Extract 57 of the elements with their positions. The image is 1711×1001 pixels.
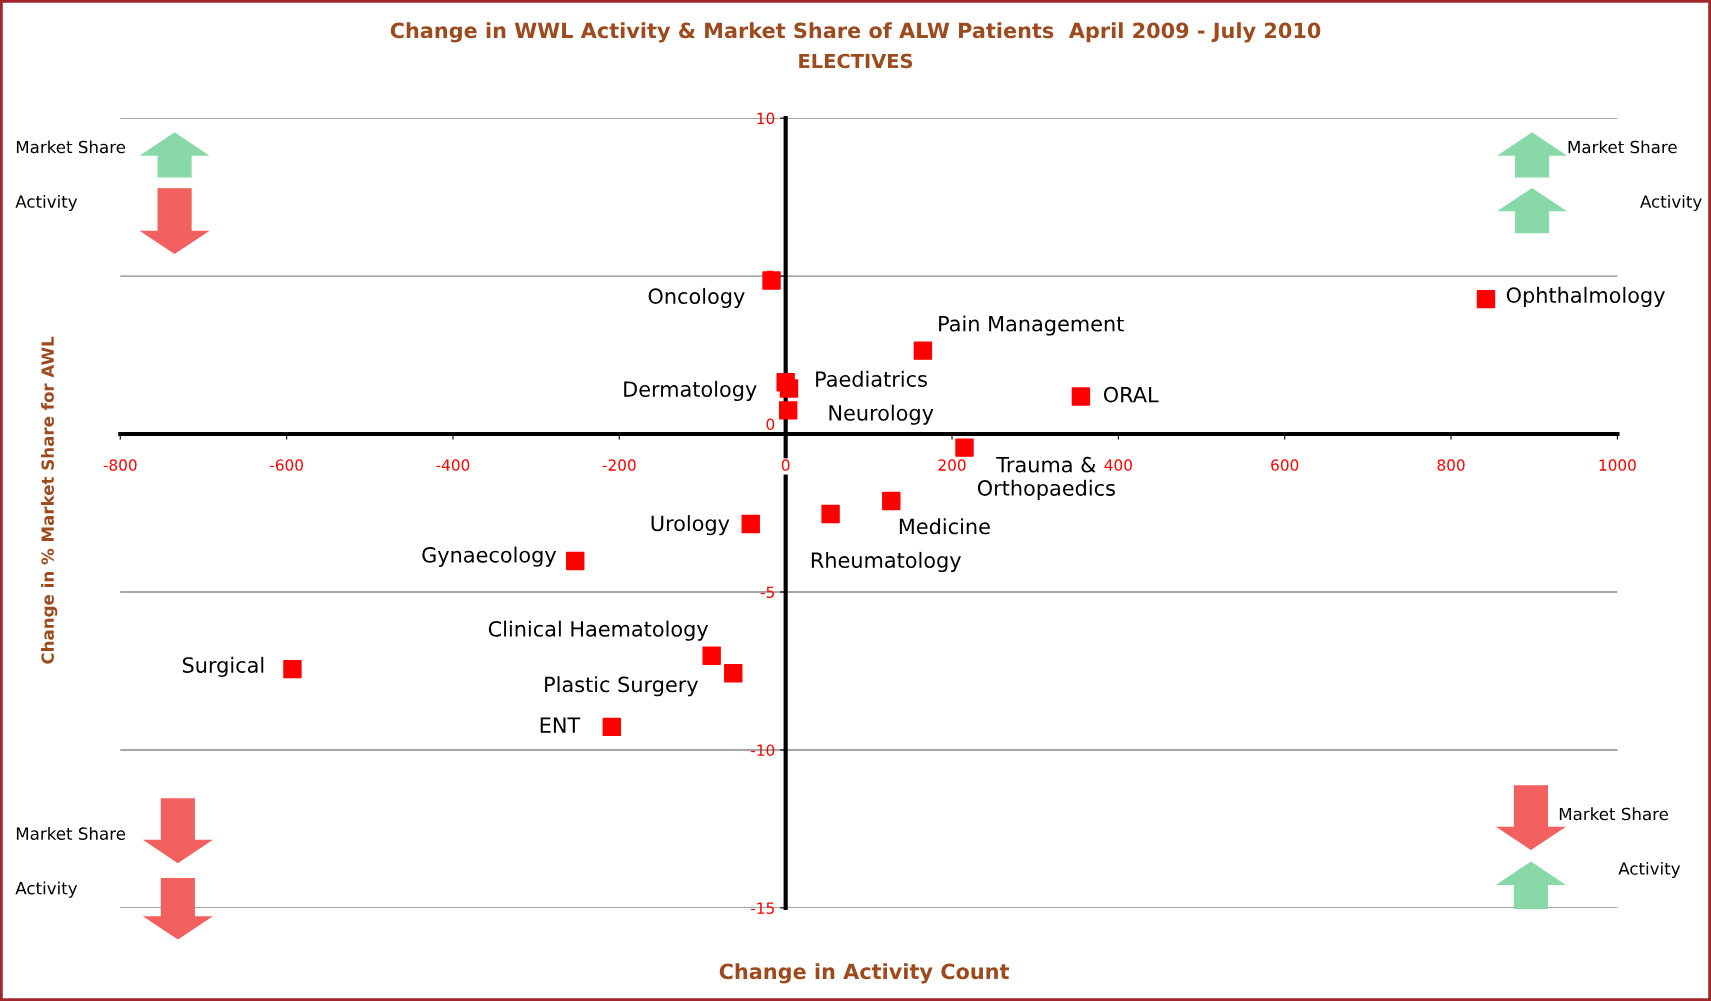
point — [1071, 387, 1091, 406]
y-tick-label: 0 — [766, 418, 775, 431]
chart-subtitle: ELECTIVES — [799, 53, 913, 69]
point — [778, 401, 798, 420]
x-tick-label: 400 — [1104, 459, 1132, 471]
x-tick-label: 800 — [1437, 459, 1465, 471]
annotation: ENT — [540, 717, 581, 733]
point — [566, 551, 585, 571]
text: Activity — [1640, 194, 1702, 212]
x-tick-label: 0 — [781, 459, 790, 471]
x-tick-label: -400 — [436, 459, 470, 471]
annotation: Pain Management — [939, 315, 1124, 336]
annotation: Clinical Haematology — [488, 620, 709, 641]
point — [913, 341, 933, 360]
annotation: Rheumatology — [811, 551, 961, 573]
point — [602, 717, 622, 737]
annotation: Surgical — [182, 656, 264, 677]
annotation: Oncology — [648, 287, 745, 309]
annotation: Ophthalmology — [1506, 286, 1665, 308]
annotation: ORAL — [1103, 386, 1159, 403]
text: Activity — [1618, 861, 1681, 879]
point — [779, 379, 799, 398]
annotation: Neurology — [829, 404, 934, 425]
x-tick-label: -600 — [270, 459, 303, 471]
y-tick-label: -5 — [760, 586, 774, 599]
y-axis-title: Change in % Market Share for AWL — [41, 336, 58, 664]
x-tick-label: 200 — [938, 459, 966, 471]
annotation: Market Share — [16, 140, 126, 154]
point — [821, 504, 840, 524]
annotation: Medicine — [899, 518, 990, 535]
x-tick-label: 1000 — [1599, 459, 1636, 471]
annotation: Market Share — [16, 827, 126, 840]
y-tick-label: 10 — [757, 112, 775, 125]
text: Activity — [15, 194, 78, 212]
annotation: Market Share — [1568, 140, 1677, 154]
annotation: Gynaecology — [422, 546, 557, 567]
y-tick-label: -15 — [751, 902, 774, 914]
point — [882, 491, 901, 511]
point — [741, 514, 760, 534]
point — [702, 646, 721, 666]
x-tick-label: -200 — [602, 459, 636, 471]
text: Activity — [15, 881, 78, 898]
point — [1476, 289, 1496, 309]
annotation: Urology — [651, 515, 730, 536]
y-tick-label: -10 — [751, 744, 775, 756]
point — [724, 663, 743, 683]
annotation: Dermatology — [624, 380, 757, 402]
point — [283, 659, 302, 679]
point — [955, 438, 974, 457]
annotation: Plastic Surgery — [545, 676, 699, 697]
annotation: Paediatrics — [816, 370, 927, 387]
x-tick-label: 600 — [1271, 459, 1299, 471]
point — [762, 271, 781, 290]
annotation: Market Share — [1559, 807, 1669, 821]
x-tick-label: -800 — [103, 459, 137, 471]
x-axis-title: Change in Activity Count — [719, 963, 1009, 984]
chart-title: Change in WWL Activity & Market Share of ALW Patients April 2009 - July 2010 — [390, 22, 1321, 43]
